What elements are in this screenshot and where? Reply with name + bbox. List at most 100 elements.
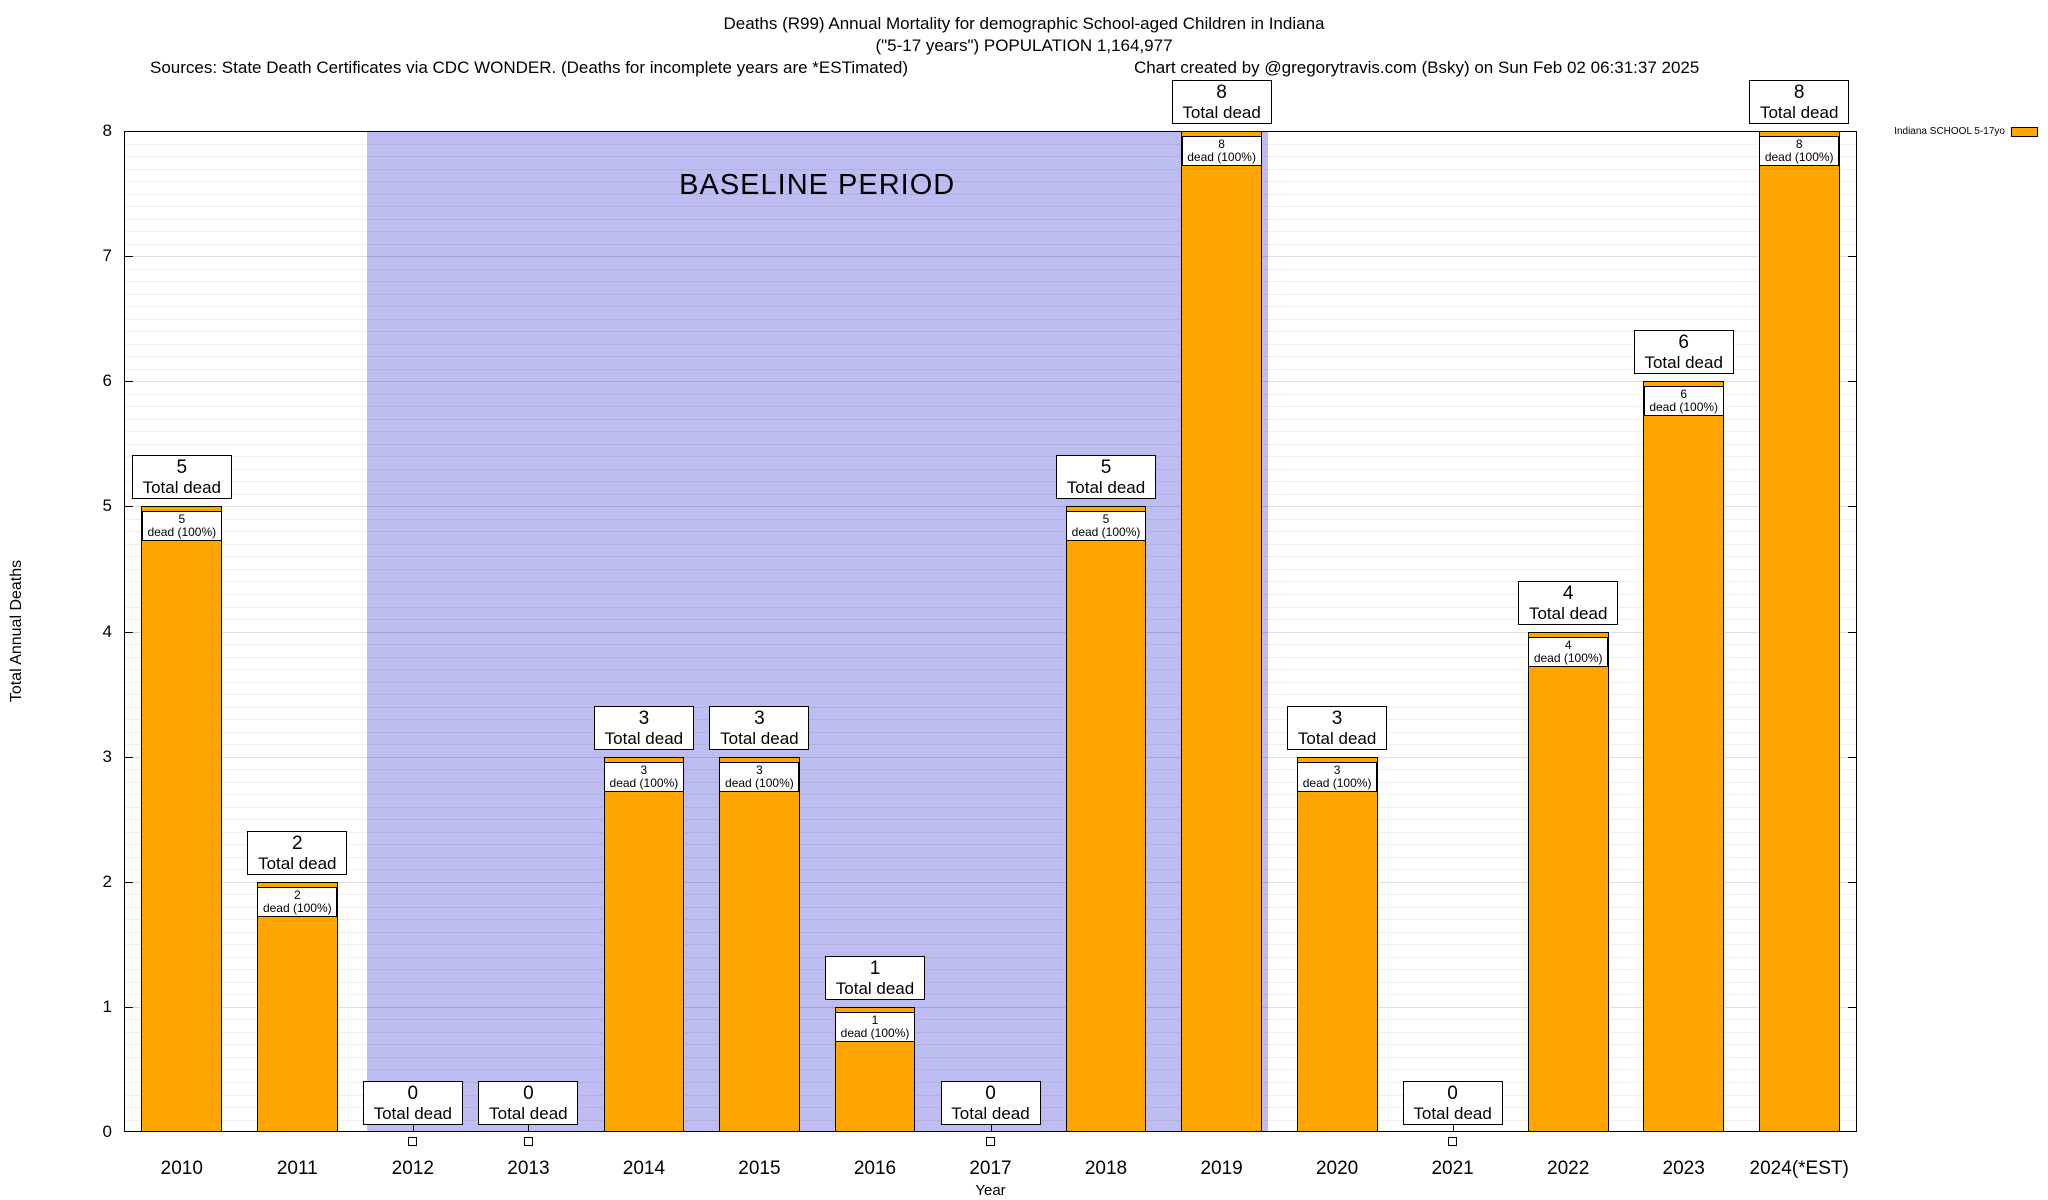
y-tick-mark (124, 256, 133, 258)
bar-total-label-value: 3 (1331, 707, 1343, 729)
grid-line-major (124, 1006, 1857, 1008)
grid-line-minor (124, 719, 1857, 721)
bar-total-label: 1 Total dead (825, 955, 925, 1000)
bar-segment-label: 6 dead (100%) (1643, 386, 1724, 417)
y-axis-label: Total Annual Deaths (8, 559, 25, 703)
x-tick-mark (412, 1124, 414, 1132)
y-tick-mark (1848, 381, 1857, 383)
grid-line-major (124, 631, 1857, 633)
y-tick-mark (124, 506, 133, 508)
bar-total-label-value: 3 (638, 707, 650, 729)
grid-line-major (124, 756, 1857, 758)
x-tick-label: 2019 (1200, 1158, 1243, 1179)
x-tick-label: 2021 (1431, 1158, 1474, 1179)
bar-2011 (256, 881, 338, 1133)
grid-line-minor (124, 581, 1857, 583)
y-tick-mark (124, 631, 133, 633)
y-tick-label: 2 (102, 871, 112, 891)
credit-note: Chart created by @gregorytravis.com (Bsk… (1134, 58, 1700, 77)
grid-line-minor (124, 706, 1857, 708)
bar-segment-label: 1 dead (100%) (835, 1011, 915, 1042)
bar-total-label-text: Total dead (1413, 1104, 1492, 1123)
bar-total-label: 0 Total dead (478, 1081, 579, 1125)
grid-line-minor (124, 694, 1857, 696)
bar-segment-label-value: 6 (1680, 387, 1688, 402)
grid-line-minor (124, 981, 1857, 983)
x-tick-label: 2024(*EST) (1749, 1158, 1849, 1179)
grid-line-minor (124, 543, 1857, 545)
grid-line-minor (124, 306, 1857, 308)
grid-line-minor (124, 994, 1857, 996)
bar-segment-label-text: dead (100%) (147, 525, 217, 540)
bar-total-label-text: Total dead (1182, 103, 1261, 122)
y-tick-mark (1848, 756, 1857, 758)
bar-total-label: 2 Total dead (247, 830, 348, 875)
bar-total-label: 3 Total dead (709, 705, 810, 750)
grid-line-minor (124, 794, 1857, 796)
grid-line-minor (124, 906, 1857, 908)
bar-total-label-value: 0 (407, 1083, 419, 1104)
grid-line-minor (124, 556, 1857, 558)
grid-line-minor (124, 944, 1857, 946)
chart-title: Deaths (R99) Annual Mortality for demogr… (723, 14, 1325, 33)
grid-line-minor (124, 481, 1857, 483)
bar-total-label-text: Total dead (604, 728, 684, 748)
grid-line-minor (124, 644, 1857, 645)
bar-segment-label-text: dead (100%) (1302, 775, 1372, 790)
zero-marker (408, 1137, 418, 1146)
legend: Indiana SCHOOL 5-17yo (1894, 126, 2038, 137)
bar-segment-label: 8 dead (100%) (1759, 136, 1840, 166)
bar-segment-label-value: 3 (756, 762, 763, 777)
bar-total-label-text: Total dead (835, 978, 915, 998)
x-tick-label: 2017 (969, 1158, 1012, 1179)
bar-total-label: 5 Total dead (131, 455, 232, 500)
bar-segment-label-value: 5 (1102, 512, 1110, 527)
grid-line-minor (124, 218, 1857, 220)
x-tick-label: 2015 (738, 1158, 781, 1179)
bar-total-label-value: 2 (292, 832, 303, 854)
grid-line-minor (124, 894, 1857, 896)
grid-line-minor (124, 656, 1857, 658)
grid-line-minor (124, 431, 1857, 433)
x-tick-label: 2013 (507, 1158, 550, 1179)
grid-line-minor (124, 443, 1857, 445)
y-tick-mark (1848, 631, 1857, 633)
grid-line-minor (124, 206, 1857, 208)
bar-total-label-text: Total dead (1066, 478, 1146, 498)
sources-note: Sources: State Death Certificates via CD… (150, 58, 909, 77)
grid-line-minor (124, 1019, 1857, 1021)
grid-line-minor (124, 168, 1857, 170)
grid-line-minor (124, 681, 1857, 683)
bar-segment-label-value: 8 (1795, 137, 1803, 151)
bar-total-label: 0 Total dead (362, 1081, 463, 1125)
bar-segment-label: 3 dead (100%) (603, 761, 684, 792)
bar-segment-label-value: 8 (1218, 137, 1225, 151)
bar-total-label: 5 Total dead (1056, 455, 1156, 500)
grid-line-minor (124, 744, 1857, 746)
bar-total-label-value: 5 (1100, 457, 1112, 479)
bar-segment-label-text: dead (100%) (609, 775, 679, 790)
grid-line-minor (124, 594, 1857, 595)
grid-line-minor (124, 356, 1857, 358)
grid-line-minor (124, 406, 1857, 408)
zero-marker (523, 1137, 533, 1146)
legend-swatch-icon (2011, 126, 2038, 137)
bar-segment-label-value: 4 (1564, 637, 1572, 652)
bar-total-label: 6 Total dead (1633, 330, 1734, 375)
bar-total-label-value: 0 (985, 1083, 996, 1104)
bar-total-label: 8 Total dead (1749, 80, 1850, 124)
bar-total-label-text: Total dead (1644, 353, 1723, 373)
y-tick-label: 6 (102, 371, 112, 391)
grid-line-minor (124, 619, 1857, 620)
grid-line-minor (124, 368, 1857, 370)
bar-2010 (141, 506, 223, 1132)
y-tick-mark (1848, 881, 1857, 883)
grid-line-minor (124, 669, 1857, 670)
bar-segment-label: 2 dead (100%) (257, 886, 338, 917)
grid-line-minor (124, 869, 1857, 871)
grid-line-minor (124, 518, 1857, 520)
bar-segment-label: 5 dead (100%) (1066, 511, 1146, 542)
y-tick-label: 5 (102, 496, 112, 516)
grid-line-minor (124, 568, 1857, 570)
